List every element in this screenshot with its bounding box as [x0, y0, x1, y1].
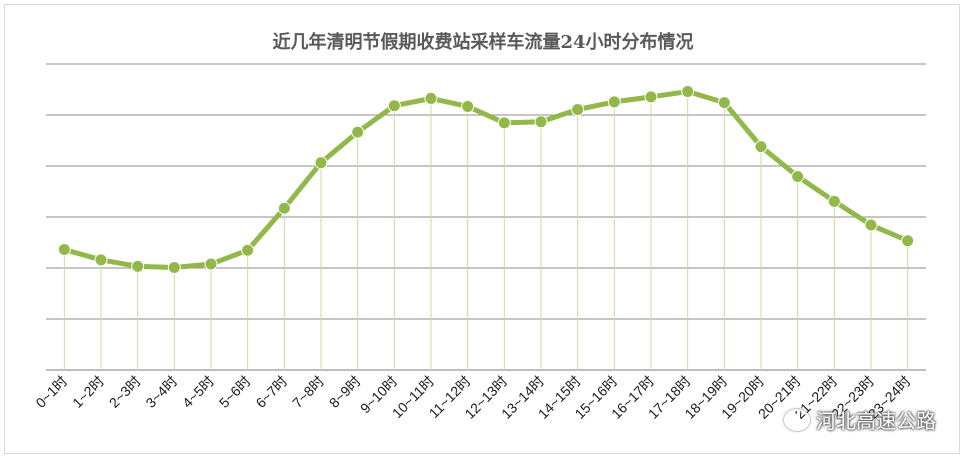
data-point — [717, 96, 731, 110]
data-point — [241, 243, 255, 257]
data-point — [167, 260, 181, 274]
data-point — [204, 257, 218, 271]
data-point — [351, 125, 365, 139]
data-point — [497, 116, 511, 130]
x-tick-label: 7~8时 — [289, 373, 327, 411]
data-point — [314, 156, 328, 170]
x-tick-label: 3~4时 — [142, 373, 180, 411]
data-point — [424, 91, 438, 105]
data-point — [571, 103, 585, 117]
x-tick-label: 0~1时 — [32, 373, 70, 411]
x-tick-label: 1~2时 — [69, 373, 107, 411]
watermark-text: 河北高速公路 — [816, 409, 936, 433]
data-point — [534, 115, 548, 129]
x-tick-label: 6~7时 — [252, 373, 290, 411]
data-point — [461, 99, 475, 113]
data-point — [791, 169, 805, 183]
x-tick-label: 4~5时 — [179, 373, 217, 411]
data-point — [827, 194, 841, 208]
data-point — [901, 234, 915, 248]
x-tick-label: 2~3时 — [106, 373, 144, 411]
data-point — [277, 201, 291, 215]
data-point — [681, 85, 695, 99]
series-line — [61, 89, 911, 270]
data-point — [607, 95, 621, 109]
chart-title: 近几年清明节假期收费站采样车流量24小时分布情况 — [272, 32, 694, 53]
wechat-icon — [784, 408, 810, 431]
watermark: 河北高速公路 — [784, 405, 936, 434]
data-point — [57, 243, 71, 257]
data-point — [94, 253, 108, 267]
data-point — [864, 218, 878, 232]
data-point — [387, 99, 401, 113]
data-point — [131, 259, 145, 273]
x-tick-label: 5~6时 — [216, 373, 254, 411]
data-point — [644, 90, 658, 104]
chart-frame — [4, 4, 960, 454]
data-point — [754, 140, 768, 154]
